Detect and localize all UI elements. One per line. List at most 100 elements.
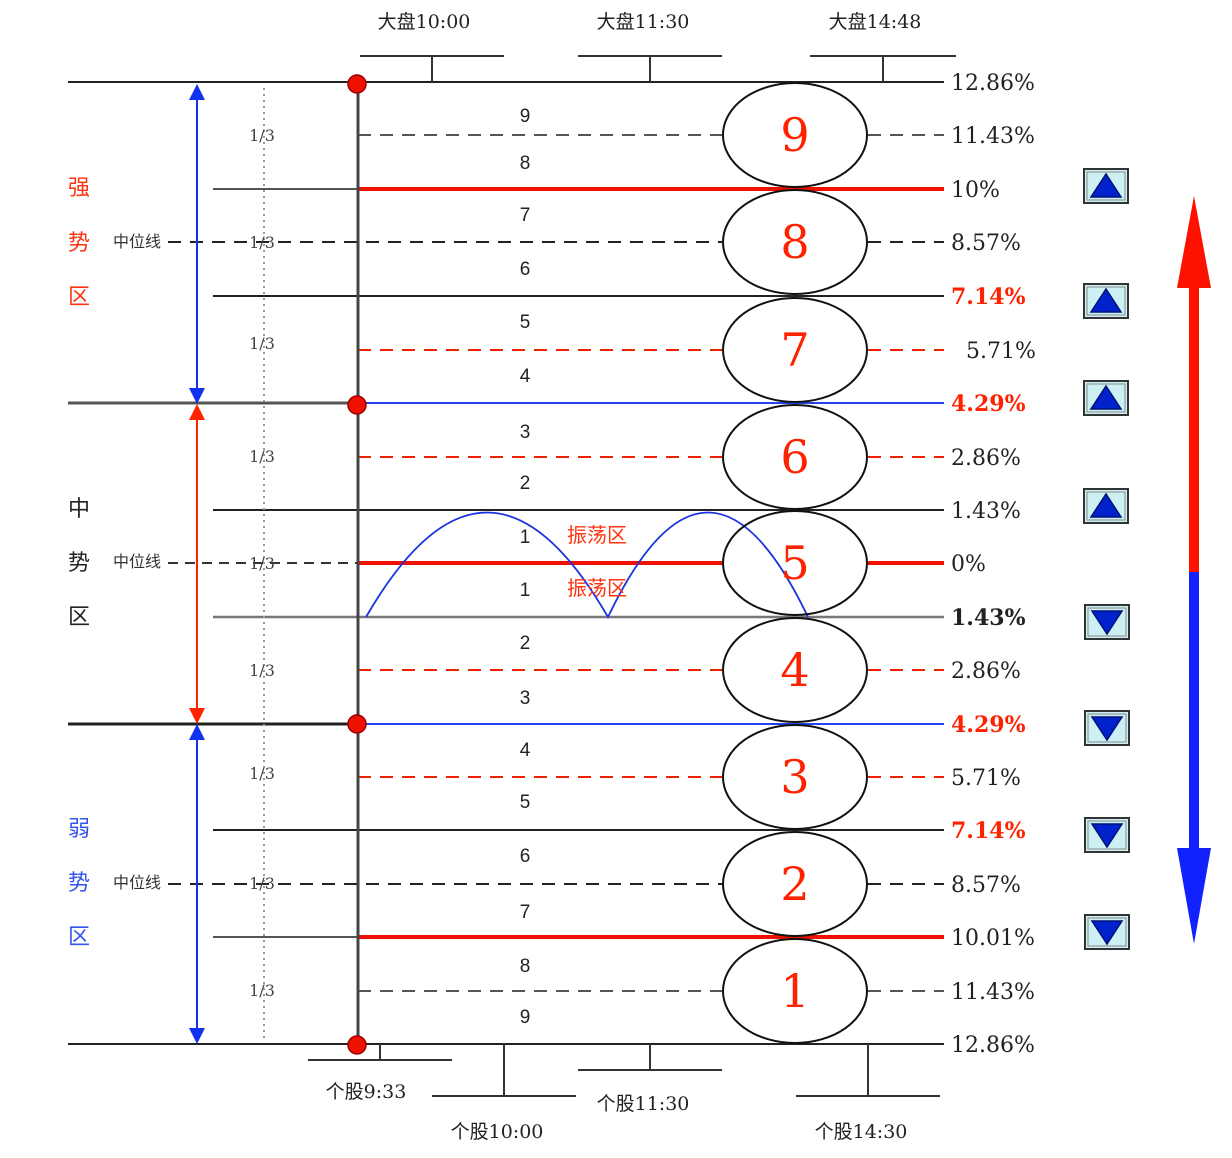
direction-buttons <box>1083 168 1130 950</box>
level-number: 6 <box>520 846 531 867</box>
percent-label: 1.43% <box>951 499 1021 524</box>
median-label: 中位线 <box>113 232 161 251</box>
level-number: 7 <box>520 902 531 923</box>
level-circle <box>722 82 868 188</box>
percent-label: 11.43% <box>951 124 1035 149</box>
triangle-down-icon[interactable] <box>1084 914 1130 950</box>
axis-node <box>347 1035 367 1055</box>
level-number: 1 <box>520 580 531 601</box>
level-circle <box>722 938 868 1044</box>
bottom-time-label: 个股9:33 <box>326 1081 407 1103</box>
percent-label: 8.57% <box>951 231 1021 256</box>
level-number: 9 <box>520 106 531 127</box>
circle-number: 3 <box>780 750 809 804</box>
third-labels: 1/3 1/3 1/3 1/3 1/3 1/3 1/3 1/3 1/3 <box>249 126 275 1000</box>
circle-number: 9 <box>780 108 809 162</box>
triangle-up-icon[interactable] <box>1083 380 1129 416</box>
third-label: 1/3 <box>249 661 275 680</box>
level-circle <box>722 831 868 937</box>
percent-label: 12.86% <box>951 1033 1035 1058</box>
axis-nodes <box>347 74 367 1055</box>
bottom-time-label: 个股11:30 <box>597 1093 690 1115</box>
weak-zone-char: 区 <box>68 925 90 950</box>
weak-zone-char: 弱 <box>68 817 90 842</box>
top-time-label: 大盘10:00 <box>378 11 471 33</box>
percent-label: 2.86% <box>951 659 1021 684</box>
level-number: 1 <box>520 527 531 548</box>
level-circles: 9 8 7 6 5 4 3 2 1 <box>722 82 868 1044</box>
circle-number: 2 <box>780 857 809 911</box>
third-label: 1/3 <box>249 233 275 252</box>
percent-label: 5.71% <box>966 339 1036 364</box>
level-numbers: 9 8 7 6 5 4 3 2 1 1 2 3 4 5 6 7 8 9 <box>520 106 531 1028</box>
strong-zone-char: 势 <box>68 231 90 256</box>
weak-zone-char: 势 <box>68 871 90 896</box>
triangle-up-icon[interactable] <box>1083 488 1129 524</box>
level-number: 5 <box>520 312 531 333</box>
level-number: 7 <box>520 205 531 226</box>
third-label: 1/3 <box>249 874 275 893</box>
level-number: 4 <box>520 366 531 387</box>
level-circle <box>722 404 868 510</box>
median-labels: 中位线 中位线 中位线 <box>113 232 161 892</box>
axis-node <box>347 395 367 415</box>
level-number: 6 <box>520 259 531 280</box>
bottom-time-label: 个股10:00 <box>451 1121 544 1143</box>
percent-label: 1.43% <box>951 605 1026 631</box>
percent-label: 0% <box>951 552 986 577</box>
oscillation-wave <box>365 511 809 619</box>
triangle-down-icon[interactable] <box>1084 604 1130 640</box>
third-label: 1/3 <box>249 764 275 783</box>
percent-label: 10% <box>951 178 1000 203</box>
level-number: 3 <box>520 688 531 709</box>
strong-zone-char: 强 <box>68 176 90 201</box>
median-label: 中位线 <box>113 873 161 892</box>
triangle-down-icon[interactable] <box>1084 817 1130 853</box>
triangle-up-icon[interactable] <box>1083 168 1129 204</box>
oscillation-zone-label: 振荡区 <box>567 523 627 547</box>
circle-number: 6 <box>780 430 809 484</box>
bottom-time-label: 个股14:30 <box>815 1121 908 1143</box>
circle-number: 7 <box>780 323 809 377</box>
third-label: 1/3 <box>249 126 275 145</box>
circle-number: 5 <box>780 536 809 590</box>
triangle-up-icon[interactable] <box>1083 283 1129 319</box>
level-circle <box>722 297 868 403</box>
level-number: 8 <box>520 153 531 174</box>
middle-zone-char: 中 <box>68 497 90 522</box>
median-label: 中位线 <box>113 552 161 571</box>
level-number: 2 <box>520 633 531 654</box>
bottom-time-markers: 个股9:33 个股10:00 个股11:30 个股14:30 <box>308 1044 940 1143</box>
middle-zone-char: 势 <box>68 551 90 576</box>
triangle-down-icon[interactable] <box>1084 710 1130 746</box>
percent-label: 7.14% <box>951 284 1026 310</box>
circle-number: 8 <box>780 215 809 269</box>
circle-number: 1 <box>780 964 809 1018</box>
level-number: 5 <box>520 792 531 813</box>
top-time-label: 大盘14:48 <box>829 11 922 33</box>
double-arrow-icon <box>1177 196 1211 944</box>
level-circle <box>722 724 868 830</box>
top-time-markers: 大盘10:00 大盘11:30 大盘14:48 <box>360 11 956 82</box>
level-number: 3 <box>520 422 531 443</box>
level-number: 8 <box>520 956 531 977</box>
axis-node <box>347 74 367 94</box>
percent-label: 4.29% <box>951 712 1026 738</box>
third-label: 1/3 <box>249 334 275 353</box>
top-time-label: 大盘11:30 <box>597 11 690 33</box>
percent-label: 2.86% <box>951 446 1021 471</box>
zone-labels: 强 势 区 中 势 区 弱 势 区 <box>68 176 90 950</box>
circle-number: 4 <box>780 643 809 697</box>
level-number: 4 <box>520 740 531 761</box>
third-label: 1/3 <box>249 981 275 1000</box>
third-label: 1/3 <box>249 447 275 466</box>
level-number: 2 <box>520 473 531 494</box>
level-circle <box>722 617 868 723</box>
percent-label: 8.57% <box>951 873 1021 898</box>
axis-node <box>347 714 367 734</box>
percent-label: 12.86% <box>951 71 1035 96</box>
level-lines <box>68 81 944 1045</box>
percent-label: 11.43% <box>951 980 1035 1005</box>
percent-label: 4.29% <box>951 391 1026 417</box>
